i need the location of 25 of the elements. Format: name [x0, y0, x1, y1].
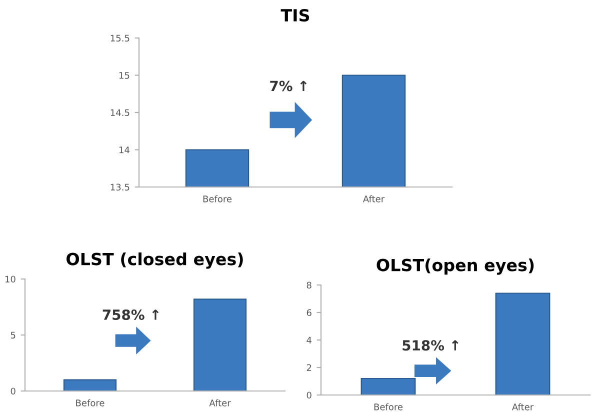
- y-tick-label: 14: [119, 146, 130, 154]
- chart-title: OLST(open eyes): [376, 258, 534, 275]
- y-tick-label: 14.5: [110, 109, 130, 116]
- x-tick-label: After: [362, 195, 385, 202]
- annotation: 518% ↑: [402, 340, 458, 351]
- y-tick-label: 8: [306, 282, 312, 289]
- y-tick-label: 4: [306, 336, 312, 344]
- y-tick-label: 5: [10, 332, 16, 339]
- x-tick-label: After: [512, 403, 534, 410]
- chart-title: OLST (closed eyes): [66, 252, 243, 269]
- chart-title: TIS: [280, 8, 310, 22]
- x-tick-label: Before: [374, 403, 403, 410]
- x-tick-label: After: [209, 399, 231, 406]
- y-tick-label: 6: [306, 309, 312, 316]
- y-tick-label: 15.5: [110, 34, 130, 42]
- y-tick-label: 0: [10, 388, 16, 395]
- x-tick-label: Before: [76, 399, 104, 406]
- y-tick-label: 0: [306, 392, 312, 399]
- y-tick-label: 13.5: [110, 184, 130, 191]
- y-tick-label: 2: [306, 364, 312, 371]
- y-tick-label: 15: [119, 72, 130, 79]
- x-tick-label: Before: [203, 195, 232, 202]
- annotation: 7% ↑: [270, 80, 307, 92]
- y-tick-label: 10: [5, 276, 16, 283]
- annotation: 758% ↑: [102, 309, 159, 320]
